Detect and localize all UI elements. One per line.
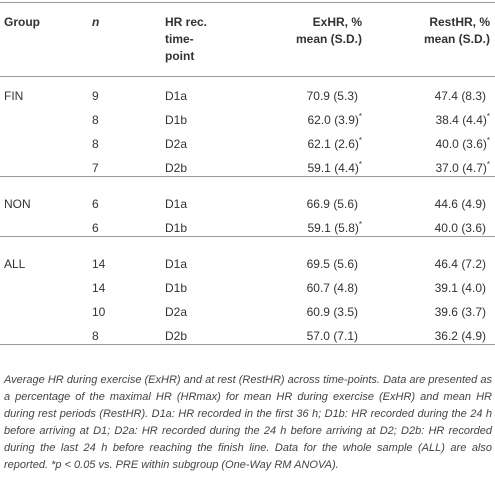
significance-mark: * xyxy=(358,136,362,145)
group-name: FIN xyxy=(4,89,24,103)
cell-value: 39.6 (3.7) xyxy=(434,305,486,319)
cell-value: 46.4 (7.2) xyxy=(434,257,486,271)
cell-value: 62.0 (3.9) xyxy=(307,113,359,127)
group-name: ALL xyxy=(4,257,26,271)
n-cell: 6 xyxy=(92,197,99,211)
n-cell: 10 xyxy=(92,305,106,319)
cell-value: 37.0 (4.7) xyxy=(435,161,487,175)
group-name: NON xyxy=(4,197,31,211)
significance-mark: * xyxy=(358,220,362,229)
resthr-cell: 37.0 (4.7)* xyxy=(436,160,491,176)
timepoint-cell: D1a xyxy=(165,89,188,103)
n-cell: 6 xyxy=(92,221,99,235)
cell-value: 40.0 (3.6) xyxy=(434,221,486,235)
n-cell: 14 xyxy=(92,257,106,271)
cell-value: 40.0 (3.6) xyxy=(435,137,487,151)
cell-value: 39.1 (4.0) xyxy=(434,281,486,295)
resthr-cell: 46.4 (7.2) xyxy=(435,256,490,272)
cell-value: 69.5 (5.6) xyxy=(306,257,358,271)
timepoint-cell: D1a xyxy=(165,197,188,211)
resthr-cell: 40.0 (3.6) xyxy=(435,220,490,236)
group-rule xyxy=(0,176,495,177)
header-line: HR rec. xyxy=(165,15,208,29)
cell-value: 38.4 (4.4) xyxy=(435,113,487,127)
header-rule xyxy=(0,76,495,77)
timepoint-cell: D1a xyxy=(165,257,188,271)
exhr-cell: 69.5 (5.6) xyxy=(307,256,362,272)
resthr-cell: 38.4 (4.4)* xyxy=(436,112,491,128)
timepoint-cell: D2a xyxy=(165,305,188,319)
timepoint-cell: D2a xyxy=(165,137,188,151)
cell-value: 60.7 (4.8) xyxy=(306,281,358,295)
timepoint-cell: D2b xyxy=(165,161,188,175)
resthr-cell: 36.2 (4.9) xyxy=(435,328,490,344)
resthr-cell: 39.6 (3.7) xyxy=(435,304,490,320)
group-rule xyxy=(0,344,495,345)
n-cell: 9 xyxy=(92,89,99,103)
significance-mark: * xyxy=(486,160,490,169)
cell-value: 59.1 (5.8) xyxy=(307,221,359,235)
header-exhr: ExHR, % mean (S.D.) xyxy=(296,14,362,48)
header-line: mean (S.D.) xyxy=(295,32,362,46)
header-line: time- xyxy=(165,32,194,46)
exhr-cell: 59.1 (5.8)* xyxy=(308,220,363,236)
resthr-cell: 40.0 (3.6)* xyxy=(436,136,491,152)
n-cell: 8 xyxy=(92,137,99,151)
significance-mark: * xyxy=(486,112,490,121)
cell-value: 62.1 (2.6) xyxy=(307,137,359,151)
exhr-cell: 60.7 (4.8) xyxy=(307,280,362,296)
cell-value: 66.9 (5.6) xyxy=(306,197,358,211)
header-line: mean (S.D.) xyxy=(423,32,490,46)
header-timepoint: HR rec. time-point xyxy=(165,14,207,65)
timepoint-cell: D1b xyxy=(165,281,188,295)
header-resthr: RestHR, % mean (S.D.) xyxy=(424,14,490,48)
cell-value: 36.2 (4.9) xyxy=(434,329,486,343)
header-line: RestHR, % xyxy=(429,15,490,29)
exhr-cell: 66.9 (5.6) xyxy=(307,196,362,212)
exhr-cell: 62.0 (3.9)* xyxy=(308,112,363,128)
caption: Average HR during exercise (ExHR) and at… xyxy=(4,374,492,471)
header-n: n xyxy=(92,15,100,29)
timepoint-cell: D1b xyxy=(165,113,188,127)
exhr-cell: 59.1 (4.4)* xyxy=(308,160,363,176)
cell-value: 44.6 (4.9) xyxy=(434,197,486,211)
cell-value: 59.1 (4.4) xyxy=(307,161,359,175)
header-group: Group xyxy=(4,15,40,29)
n-cell: 8 xyxy=(92,329,99,343)
exhr-cell: 70.9 (5.3) xyxy=(307,88,362,104)
cell-value: 57.0 (7.1) xyxy=(306,329,358,343)
group-rule xyxy=(0,236,495,237)
resthr-cell: 47.4 (8.3) xyxy=(435,88,490,104)
cell-value: 60.9 (3.5) xyxy=(306,305,358,319)
header-line: point xyxy=(165,49,195,63)
exhr-cell: 60.9 (3.5) xyxy=(307,304,362,320)
significance-mark: * xyxy=(358,112,362,121)
n-cell: 8 xyxy=(92,113,99,127)
resthr-cell: 44.6 (4.9) xyxy=(435,196,490,212)
significance-mark: * xyxy=(358,160,362,169)
resthr-cell: 39.1 (4.0) xyxy=(435,280,490,296)
exhr-cell: 57.0 (7.1) xyxy=(307,328,362,344)
cell-value: 70.9 (5.3) xyxy=(306,89,358,103)
top-rule xyxy=(0,2,495,3)
significance-mark: * xyxy=(486,136,490,145)
header-line: ExHR, % xyxy=(312,15,362,29)
timepoint-cell: D1b xyxy=(165,221,188,235)
timepoint-cell: D2b xyxy=(165,329,188,343)
exhr-cell: 62.1 (2.6)* xyxy=(308,136,363,152)
n-cell: 7 xyxy=(92,161,99,175)
cell-value: 47.4 (8.3) xyxy=(434,89,486,103)
n-cell: 14 xyxy=(92,281,106,295)
